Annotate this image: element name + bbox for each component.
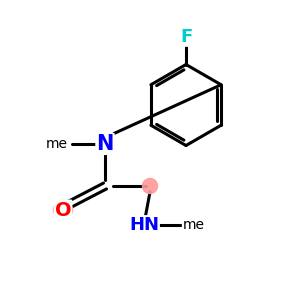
Circle shape	[142, 178, 158, 194]
Text: HN: HN	[129, 216, 159, 234]
Circle shape	[53, 200, 73, 220]
Text: me: me	[182, 218, 205, 232]
Text: F: F	[180, 28, 192, 46]
Text: N: N	[96, 134, 114, 154]
Text: O: O	[55, 200, 71, 220]
Text: me: me	[46, 137, 68, 151]
